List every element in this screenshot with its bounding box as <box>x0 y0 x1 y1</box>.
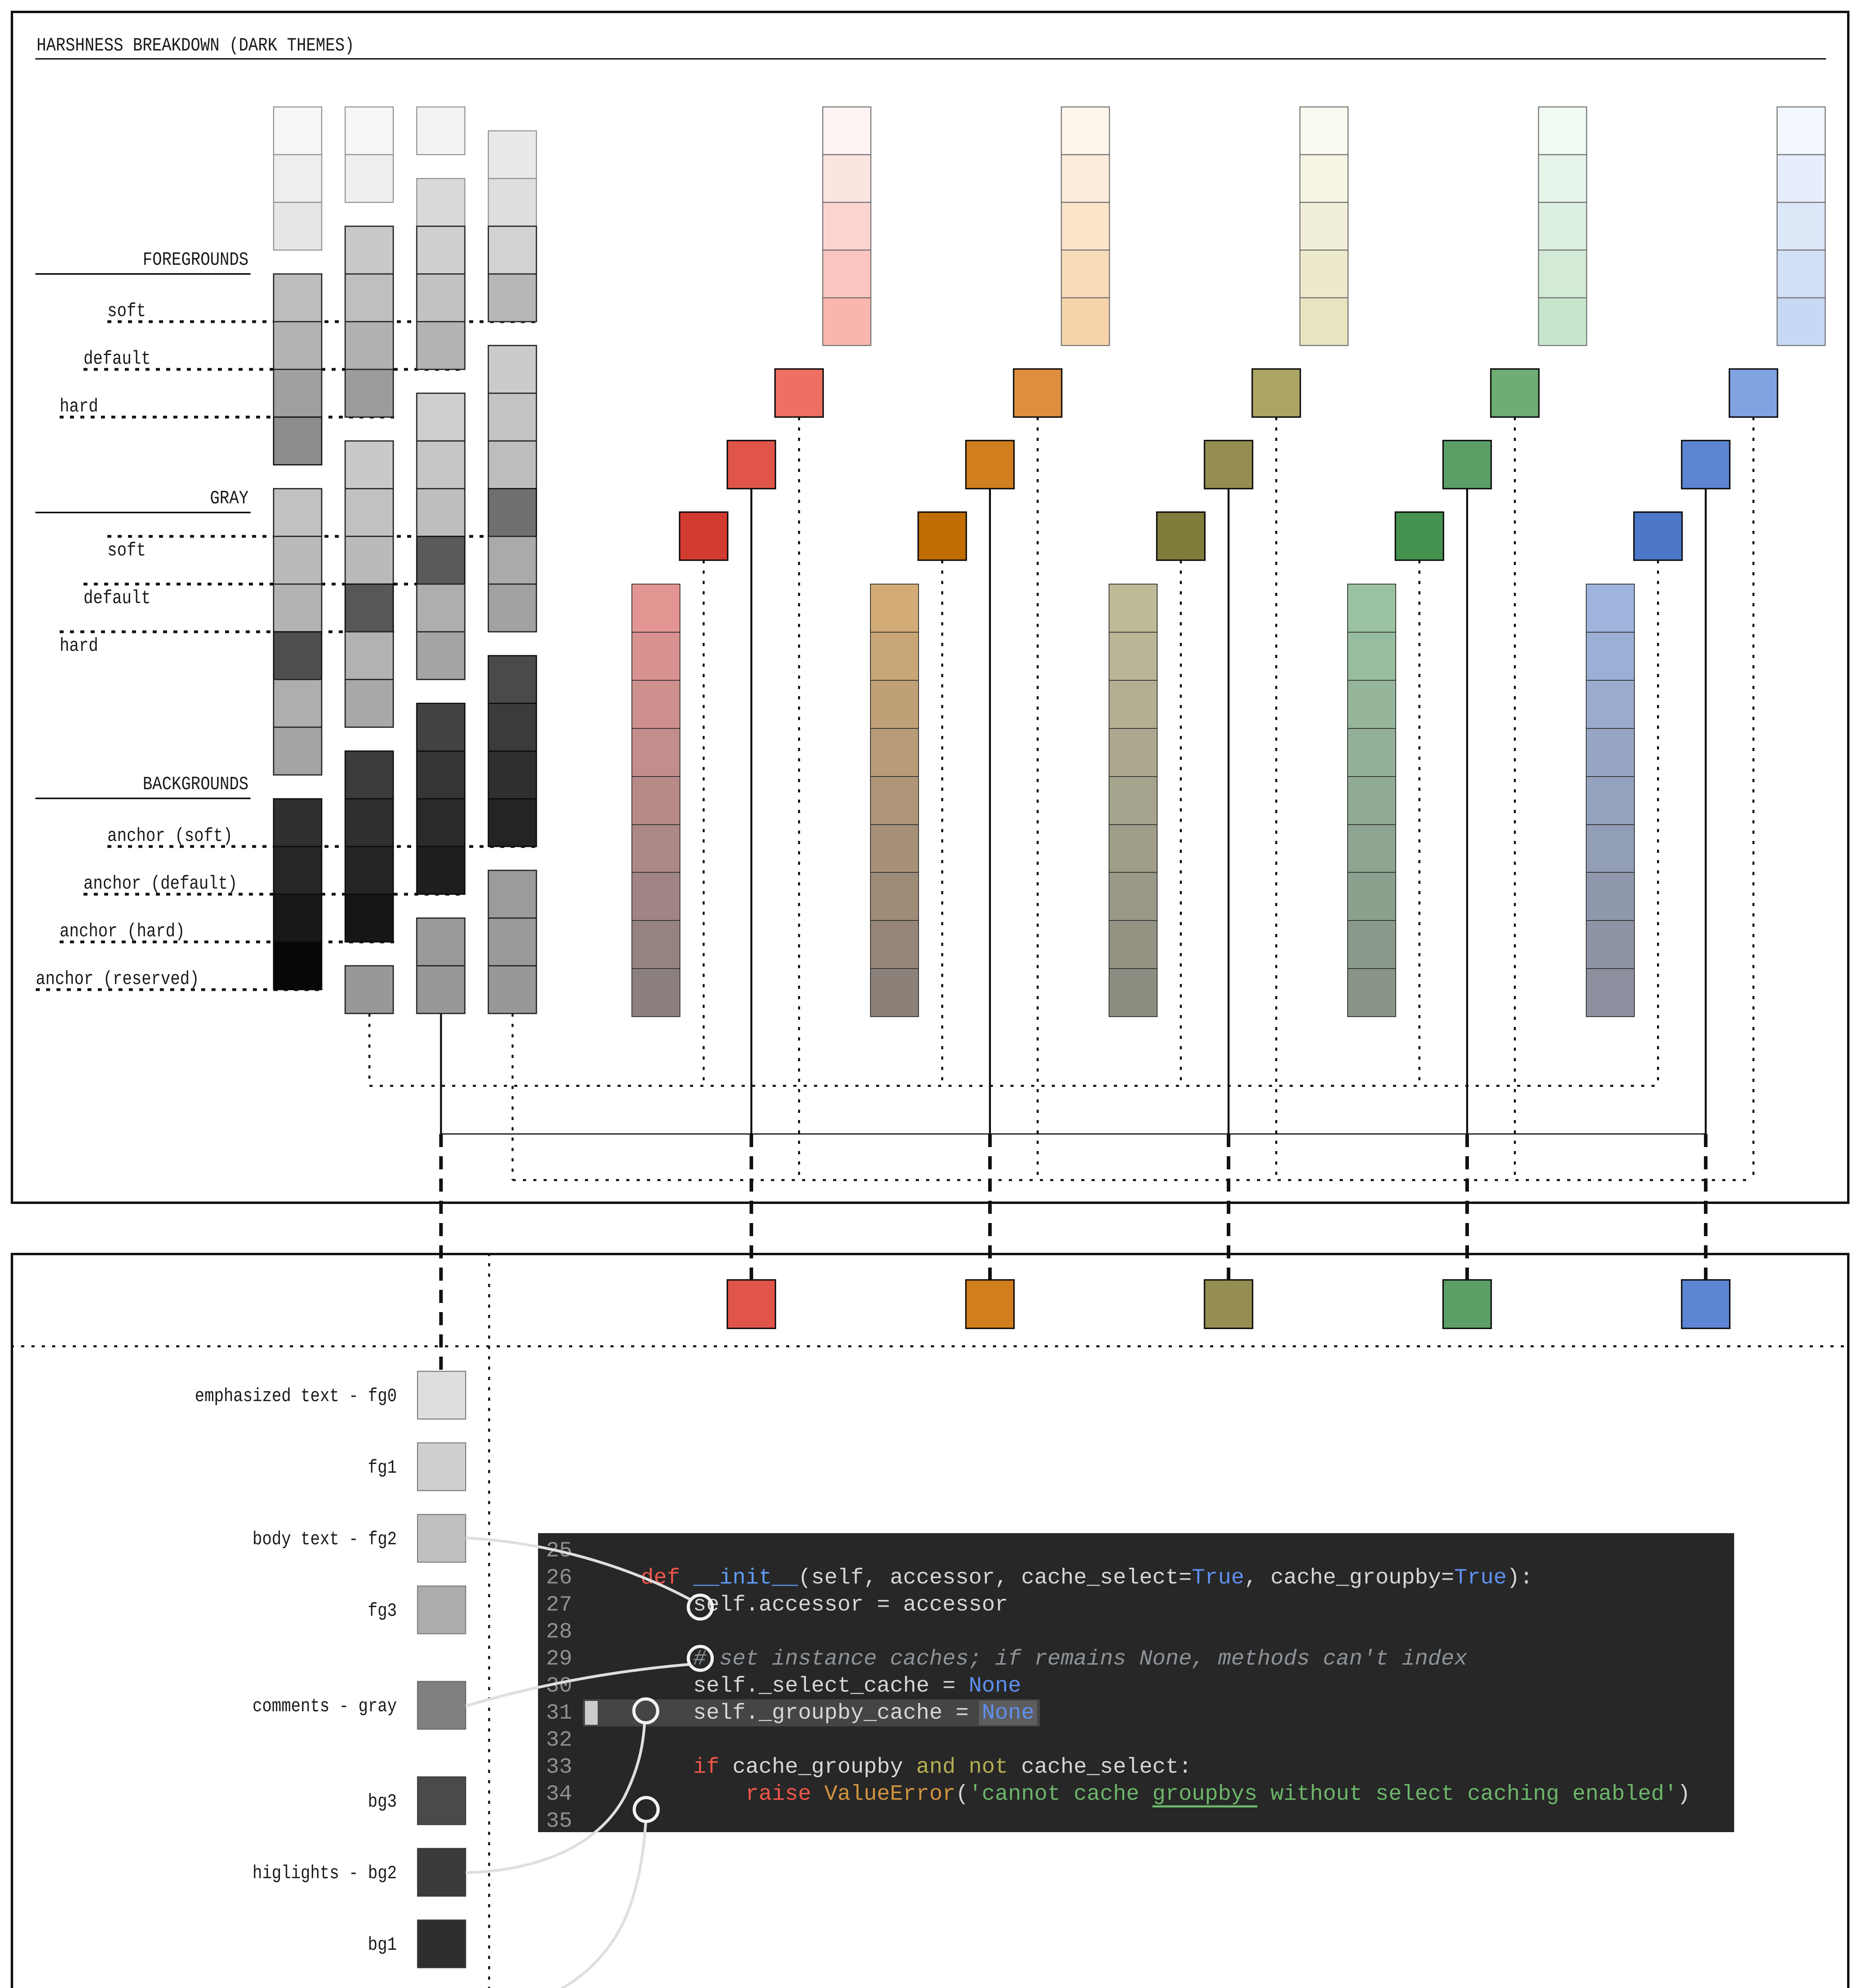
svg-text:soft: soft <box>107 540 146 561</box>
svg-text:without select caching enabled: without select caching enabled' <box>1257 1782 1677 1807</box>
svg-text:27: 27 <box>546 1592 572 1617</box>
svg-text:anchor (default): anchor (default) <box>84 874 237 895</box>
svg-text:__init__: __init__ <box>693 1565 798 1590</box>
svg-text:31: 31 <box>546 1701 572 1726</box>
svg-text:(: ( <box>956 1782 969 1807</box>
svg-text:GRAY: GRAY <box>210 488 249 509</box>
svg-text:default: default <box>84 588 151 609</box>
svg-text:self._select_cache =: self._select_cache = <box>693 1673 969 1699</box>
svg-text:cache_groupby: cache_groupby <box>732 1755 916 1780</box>
svg-text:soft: soft <box>107 301 146 322</box>
svg-text:if: if <box>693 1755 719 1780</box>
svg-text:26: 26 <box>546 1565 572 1590</box>
svg-text:HARSHNESS BREAKDOWN (DARK THEM: HARSHNESS BREAKDOWN (DARK THEMES) <box>37 35 354 56</box>
svg-text:):: ): <box>1507 1565 1533 1590</box>
svg-text:higlights - bg2: higlights - bg2 <box>253 1863 397 1884</box>
svg-text:raise: raise <box>746 1782 811 1807</box>
svg-text:emphasized text - fg0: emphasized text - fg0 <box>195 1386 397 1407</box>
svg-text:None: None <box>969 1673 1021 1699</box>
svg-text:anchor (hard): anchor (hard) <box>60 921 185 942</box>
svg-text:hard: hard <box>60 636 98 657</box>
svg-text:body text - fg2: body text - fg2 <box>253 1529 397 1550</box>
svg-text:not: not <box>969 1755 1008 1780</box>
svg-text:ValueError: ValueError <box>824 1782 956 1807</box>
svg-text:FOREGROUNDS: FOREGROUNDS <box>143 250 249 271</box>
svg-text:True: True <box>1454 1565 1507 1590</box>
svg-text:, cache_groupby=: , cache_groupby= <box>1244 1565 1454 1590</box>
svg-text:33: 33 <box>546 1755 572 1780</box>
svg-text:bg3: bg3 <box>368 1792 397 1813</box>
svg-text:29: 29 <box>546 1646 572 1672</box>
svg-text:): ) <box>1677 1782 1690 1807</box>
svg-text:groupbys: groupbys <box>1152 1782 1257 1807</box>
svg-text:hard: hard <box>60 396 98 417</box>
svg-text:35: 35 <box>546 1809 572 1834</box>
svg-text:anchor (soft): anchor (soft) <box>107 826 233 847</box>
svg-text:comments - gray: comments - gray <box>253 1696 397 1717</box>
svg-text:bg1: bg1 <box>368 1935 397 1956</box>
svg-text:34: 34 <box>546 1782 572 1807</box>
svg-text:anchor (reserved): anchor (reserved) <box>36 969 199 990</box>
svg-text:default: default <box>84 349 151 370</box>
svg-text:and: and <box>916 1755 956 1780</box>
svg-text:(self, accessor, cache_select=: (self, accessor, cache_select= <box>798 1565 1192 1590</box>
svg-text:self._groupby_cache =: self._groupby_cache = <box>693 1701 982 1726</box>
svg-text:None: None <box>982 1701 1034 1726</box>
svg-text:28: 28 <box>546 1619 572 1644</box>
svg-text:# set instance caches; if rema: # set instance caches; if remains None, … <box>693 1646 1467 1672</box>
svg-text:cache_select:: cache_select: <box>1021 1755 1192 1780</box>
svg-text:fg1: fg1 <box>368 1458 397 1479</box>
svg-text:'cannot cache: 'cannot cache <box>969 1782 1152 1807</box>
svg-text:BACKGROUNDS: BACKGROUNDS <box>143 774 249 795</box>
svg-text:self.accessor = accessor: self.accessor = accessor <box>693 1592 1008 1617</box>
svg-text:True: True <box>1192 1565 1244 1590</box>
svg-text:32: 32 <box>546 1728 572 1753</box>
svg-text:fg3: fg3 <box>368 1601 397 1622</box>
